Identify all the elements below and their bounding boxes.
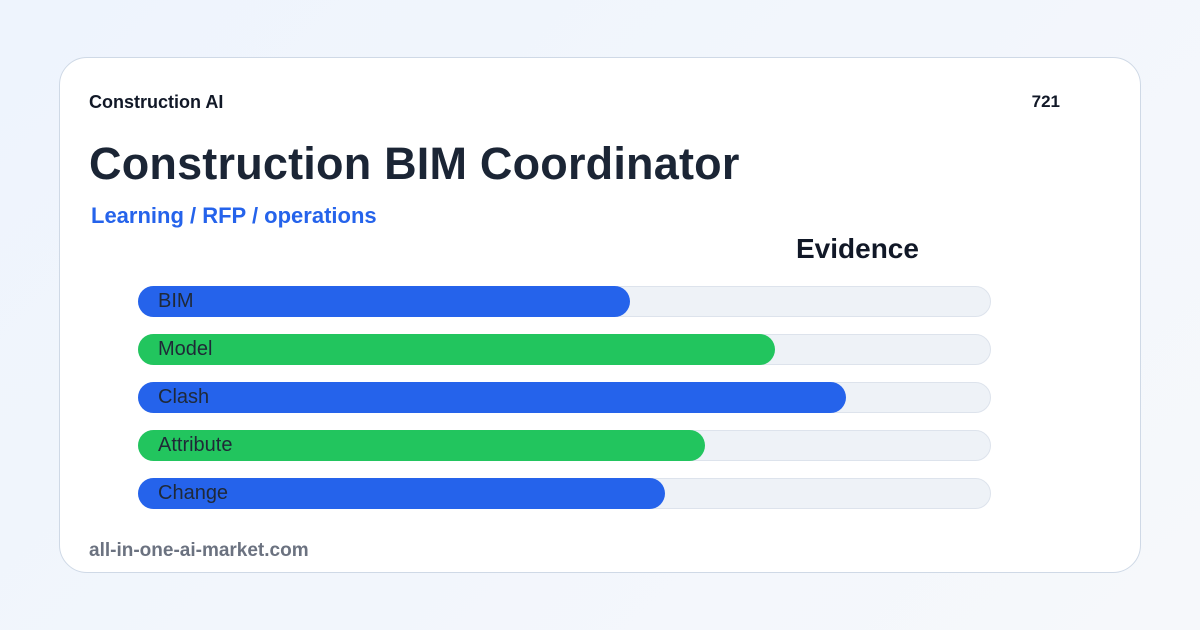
bar-fill <box>138 334 776 365</box>
subtitle: Learning / RFP / operations <box>91 203 377 228</box>
bar-label: Attribute <box>158 434 233 456</box>
page-title: Construction BIM Coordinator <box>89 138 740 189</box>
bar-row: BIM <box>138 286 991 317</box>
bar-fill <box>138 478 666 509</box>
bar-label: Change <box>158 482 229 504</box>
footer-domain: all-in-one-ai-market.com <box>89 540 309 561</box>
bar-fill <box>138 430 706 461</box>
bar-label: Clash <box>158 386 210 408</box>
card: Construction AI 721 Construction BIM Coo… <box>59 57 1141 573</box>
bar-fill <box>138 286 631 317</box>
bar-row: Clash <box>138 382 991 413</box>
bar-fill <box>138 382 846 413</box>
brand-name: Construction AI <box>89 92 224 112</box>
bar-label: BIM <box>158 290 194 312</box>
count-value: 721 <box>1031 92 1060 111</box>
bar-row: Change <box>138 478 991 509</box>
bar-row: Attribute <box>138 430 991 461</box>
bar-label: Model <box>158 338 213 360</box>
bar-row: Model <box>138 334 991 365</box>
evidence-bars: BIM Model Clash Attribute Change <box>138 286 991 526</box>
section-title: Evidence <box>796 233 919 264</box>
